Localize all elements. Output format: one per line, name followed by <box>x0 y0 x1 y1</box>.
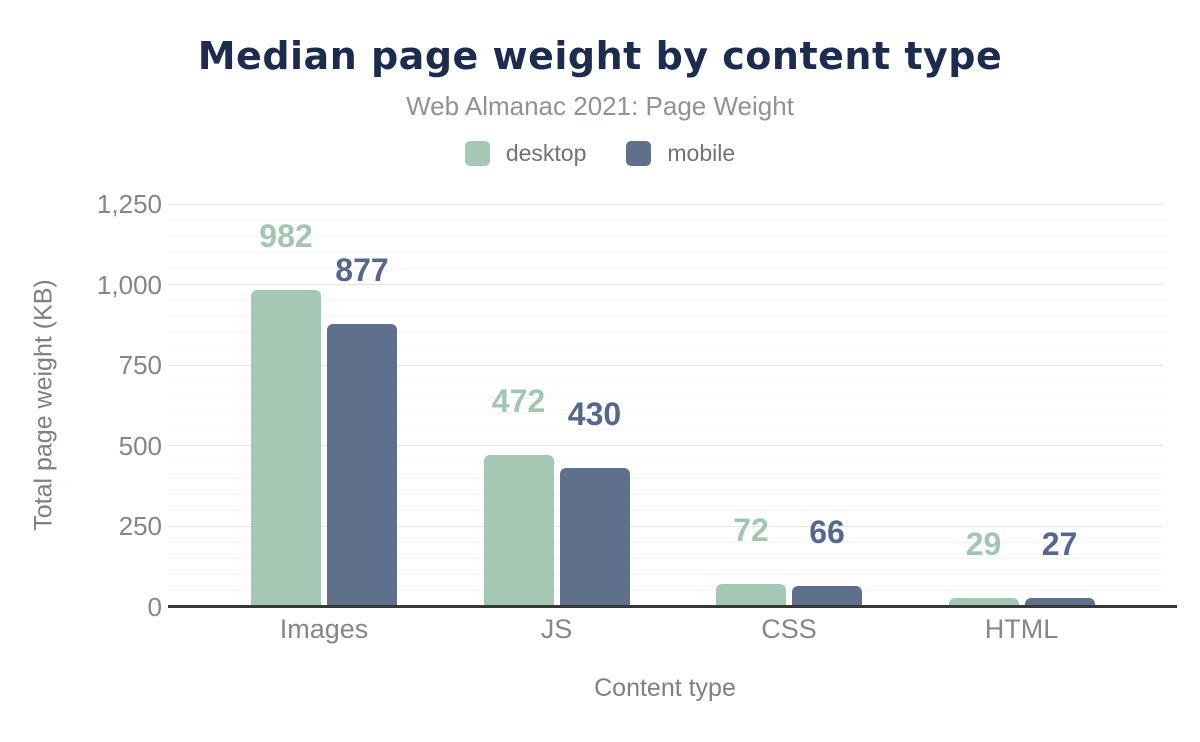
bar-mobile-css[interactable] <box>792 585 862 607</box>
y-tick-label-250: 250 <box>118 511 162 542</box>
gridline-minor <box>168 316 1163 318</box>
x-axis-title: Content type <box>594 674 736 702</box>
gridline-minor <box>168 251 1163 253</box>
bar-desktop-images[interactable] <box>251 290 321 607</box>
gridline-major <box>168 445 1163 447</box>
bar-desktop-js[interactable] <box>483 454 554 607</box>
bar-desktop-css[interactable] <box>716 583 786 607</box>
x-axis-line <box>168 605 1177 608</box>
value-label-desktop-html: 29 <box>965 525 1002 562</box>
gridline-minor <box>168 542 1163 544</box>
gridline-minor <box>168 509 1163 511</box>
y-tick-label-1-250: 1,250 <box>96 189 162 219</box>
gridline-minor <box>168 461 1163 463</box>
bar-mobile-html[interactable] <box>1024 598 1095 607</box>
gridline-minor <box>168 413 1163 415</box>
x-tick-label-html: HTML <box>984 614 1059 644</box>
chart-title: Median page weight by content type <box>197 34 1003 78</box>
gridline-minor <box>168 235 1163 237</box>
value-label-mobile-html: 27 <box>1041 526 1078 563</box>
gridline-minor <box>168 477 1163 479</box>
gridline-minor <box>168 219 1163 221</box>
chart-subtitle: Web Almanac 2021: Page Weight <box>406 91 794 121</box>
gridline-minor <box>168 332 1163 334</box>
legend-swatch-desktop-icon <box>464 141 490 166</box>
bar-mobile-images[interactable] <box>327 324 397 607</box>
x-tick-label-images: Images <box>279 614 369 644</box>
value-label-desktop-images: 982 <box>259 218 313 255</box>
gridline-minor <box>168 574 1163 576</box>
gridline-minor <box>168 267 1163 269</box>
value-label-mobile-js: 430 <box>567 396 622 433</box>
gridline-minor <box>168 590 1163 592</box>
x-tick-label-css: CSS <box>761 614 817 644</box>
y-tick-label-0: 0 <box>147 592 162 622</box>
gridline-minor <box>168 380 1163 382</box>
x-tick-label-js: JS <box>540 614 573 644</box>
value-label-mobile-css: 66 <box>809 513 845 550</box>
gridline-minor <box>168 396 1163 398</box>
gridline-major <box>168 525 1163 527</box>
value-label-desktop-js: 472 <box>491 382 546 419</box>
bar-desktop-html[interactable] <box>948 597 1019 607</box>
legend-label-desktop: desktop <box>505 140 587 166</box>
gridline-minor <box>168 429 1163 431</box>
legend-item-desktop[interactable]: desktop <box>464 140 587 167</box>
y-tick-label-1-000: 1,000 <box>96 269 162 300</box>
bar-mobile-js[interactable] <box>559 468 630 607</box>
gridline-minor <box>168 558 1163 560</box>
legend-swatch-mobile-icon <box>626 141 652 166</box>
gridline-major <box>168 203 1163 205</box>
value-label-desktop-css: 72 <box>733 511 769 548</box>
gridline-major <box>168 284 1163 286</box>
chart-legend: desktop mobile <box>0 140 1200 167</box>
gridline-minor <box>168 348 1163 350</box>
plot-area: 982 877 472 430 72 66 29 27 <box>168 203 1163 607</box>
gridline-minor <box>168 300 1163 302</box>
legend-item-mobile[interactable]: mobile <box>626 140 735 167</box>
gridline-major <box>168 364 1163 366</box>
legend-label-mobile: mobile <box>667 140 736 166</box>
y-tick-label-750: 750 <box>118 350 162 381</box>
gridline-minor <box>168 493 1163 495</box>
y-tick-label-500: 500 <box>118 430 162 461</box>
value-label-mobile-images: 877 <box>335 252 389 289</box>
